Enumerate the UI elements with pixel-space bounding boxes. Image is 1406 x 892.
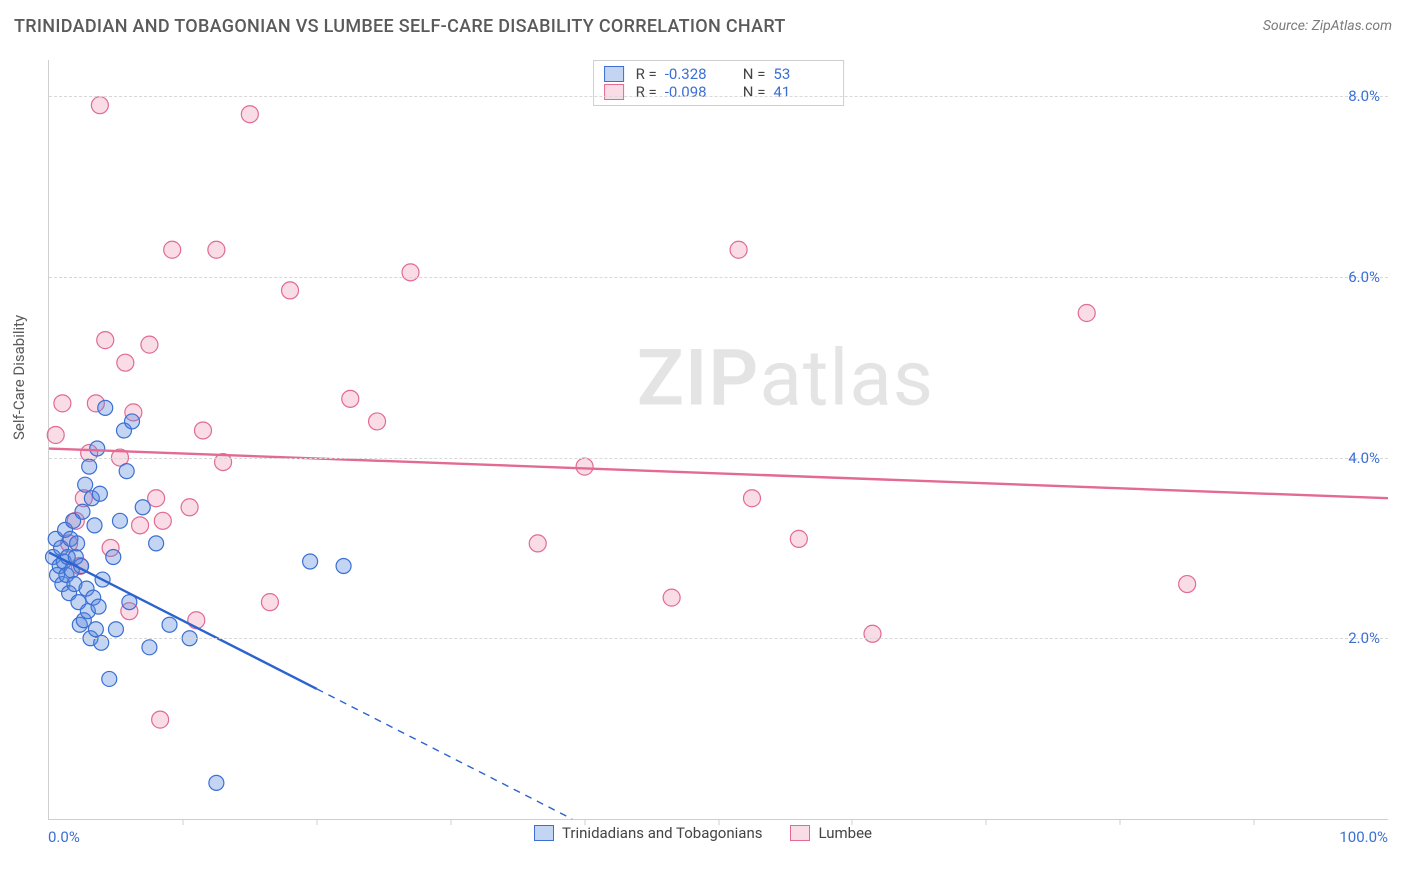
data-point: [92, 486, 107, 501]
data-point: [75, 504, 90, 519]
data-point: [106, 549, 121, 564]
data-point: [117, 354, 134, 371]
y-axis-label: Self-Care Disability: [10, 315, 28, 440]
data-point: [54, 395, 71, 412]
legend-item-blue: Trinidadians and Tobagonians: [534, 824, 762, 842]
data-point: [164, 241, 181, 258]
chart-title: TRINIDADIAN AND TOBAGONIAN VS LUMBEE SEL…: [14, 16, 786, 37]
legend-item-pink: Lumbee: [790, 824, 872, 842]
data-point: [282, 282, 299, 299]
y-tick-label: 8.0%: [1348, 87, 1380, 105]
data-point: [132, 517, 149, 534]
data-point: [125, 414, 140, 429]
data-point: [261, 594, 278, 611]
chart-svg: [49, 60, 1388, 819]
data-point: [154, 512, 171, 529]
y-tick-label: 4.0%: [1348, 449, 1380, 467]
x-tick: [450, 819, 451, 825]
data-point: [402, 264, 419, 281]
x-axis-max-label: 100.0%: [1339, 828, 1388, 846]
data-point: [82, 459, 97, 474]
data-point: [90, 441, 105, 456]
data-point: [102, 671, 117, 686]
data-point: [112, 513, 127, 528]
data-point: [141, 336, 158, 353]
x-tick: [316, 819, 317, 825]
gridline: [49, 458, 1388, 459]
swatch-blue-icon: [534, 825, 554, 841]
chart-source: Source: ZipAtlas.com: [1263, 18, 1392, 34]
data-point: [303, 554, 318, 569]
data-point: [91, 599, 106, 614]
data-point: [576, 458, 593, 475]
data-point: [529, 535, 546, 552]
gridline: [49, 277, 1388, 278]
data-point: [142, 640, 157, 655]
data-point: [181, 499, 198, 516]
data-point: [194, 422, 211, 439]
data-point: [47, 426, 64, 443]
x-tick: [1120, 819, 1121, 825]
data-point: [864, 625, 881, 642]
data-point: [208, 241, 225, 258]
data-point: [152, 711, 169, 728]
x-tick: [182, 819, 183, 825]
data-point: [663, 589, 680, 606]
data-point: [336, 559, 351, 574]
swatch-pink-icon: [790, 825, 810, 841]
data-point: [241, 106, 258, 123]
data-point: [119, 464, 134, 479]
gridline: [49, 638, 1388, 639]
data-point: [149, 536, 164, 551]
data-point: [98, 400, 113, 415]
legend-label: Trinidadians and Tobagonians: [562, 824, 762, 842]
data-point: [91, 97, 108, 114]
gridline: [49, 96, 1388, 97]
data-point: [70, 536, 85, 551]
legend-label: Lumbee: [818, 824, 872, 842]
plot-area: R = -0.328 N = 53 R = -0.098 N = 41 ZIPa…: [48, 60, 1388, 820]
trendline-blue-dashed: [317, 689, 572, 819]
data-point: [108, 622, 123, 637]
data-point: [162, 617, 177, 632]
data-point: [78, 477, 93, 492]
data-point: [790, 530, 807, 547]
data-point: [1179, 576, 1196, 593]
x-tick: [986, 819, 987, 825]
x-tick: [1254, 819, 1255, 825]
x-axis-min-label: 0.0%: [48, 828, 80, 846]
y-tick-label: 6.0%: [1348, 268, 1380, 286]
data-point: [369, 413, 386, 430]
data-point: [342, 390, 359, 407]
y-tick-label: 2.0%: [1348, 629, 1380, 647]
data-point: [1078, 305, 1095, 322]
data-point: [97, 332, 114, 349]
data-point: [87, 518, 102, 533]
data-point: [88, 622, 103, 637]
data-point: [135, 500, 150, 515]
data-point: [209, 775, 224, 790]
series-legend: Trinidadians and Tobagonians Lumbee: [534, 824, 872, 842]
data-point: [730, 241, 747, 258]
trendline-pink: [49, 449, 1388, 499]
data-point: [743, 490, 760, 507]
